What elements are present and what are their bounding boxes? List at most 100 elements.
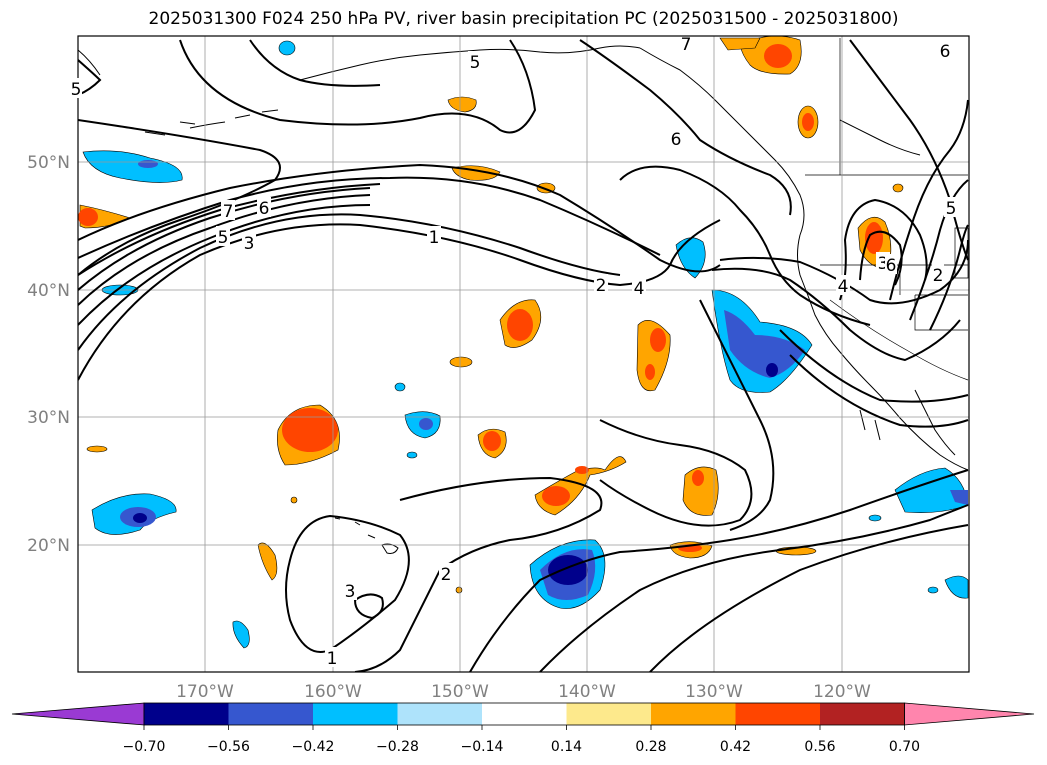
contour-label: 4 (634, 279, 645, 299)
precip-pos-blob (86, 445, 108, 453)
precip-neg-blob (894, 467, 969, 513)
precip-pos-core (575, 466, 589, 474)
longitude-labels: 170°W 160°W 150°W 140°W 130°W 120°W (176, 682, 871, 702)
precip-neg-blob (394, 382, 406, 392)
contour-label: 1 (429, 228, 440, 248)
colorbar-tick-label: −0.28 (376, 739, 419, 755)
contour-label: 1 (327, 649, 338, 669)
contour-label: 4 (838, 277, 849, 297)
colorbar-tick-label: 0.14 (551, 739, 582, 755)
precip-neg-core (133, 513, 147, 523)
precip-pos-core (650, 328, 666, 352)
contour-label: 6 (940, 42, 951, 62)
colorbar-tick-label: −0.42 (292, 739, 335, 755)
colorbar-segment (820, 703, 905, 725)
colorbar-segment (566, 703, 651, 725)
contour-label: 2 (441, 565, 452, 585)
precip-pos-blob (455, 586, 463, 594)
precip-pos-core (764, 44, 792, 68)
contour-label: 5 (470, 53, 481, 73)
gridlines (78, 36, 969, 672)
contour-label: 5 (946, 199, 957, 219)
lon-label: 160°W (304, 682, 362, 702)
lat-label: 50°N (27, 153, 70, 173)
colorbar-segment (651, 703, 736, 725)
precip-pos-blob (257, 542, 278, 581)
precip-neg-blob (278, 40, 296, 56)
colorbar-tick-label: 0.56 (804, 739, 835, 755)
colorbar-segment (144, 703, 229, 725)
contour-label: 6 (671, 130, 682, 150)
precip-pos-core (645, 364, 655, 380)
contour-label: 7 (681, 35, 692, 55)
colorbar-tick-label: 0.70 (889, 739, 920, 755)
precip-neg-blob (232, 620, 250, 649)
contour-label: 3 (878, 254, 889, 274)
precip-neg-core (950, 490, 968, 505)
precip-neg-core (419, 418, 433, 430)
colorbar-segment (228, 703, 313, 725)
lon-label: 130°W (685, 682, 743, 702)
map-area (78, 36, 969, 672)
colorbar-extend-max (904, 702, 1035, 726)
precip-pos-blob (719, 37, 761, 51)
colorbar: −0.70 −0.56 −0.42 −0.28 −0.14 0.14 0.28 … (11, 702, 1035, 755)
precip-neg-blob (868, 514, 882, 522)
precip-neg-blob (406, 451, 418, 459)
contour-label: 6 (886, 256, 897, 276)
precip-pos-core (78, 208, 98, 226)
lon-label: 170°W (176, 682, 234, 702)
precip-pos-core (692, 470, 704, 486)
lat-label: 20°N (27, 536, 70, 556)
lat-label: 40°N (27, 281, 70, 301)
lon-label: 120°W (813, 682, 871, 702)
precip-pos-blob (290, 496, 298, 504)
precip-neg-blob (675, 237, 706, 279)
pv-contours (78, 39, 969, 672)
colorbar-extend-min (11, 702, 145, 726)
precip-pos-blob (892, 183, 904, 193)
precip-pos-core (802, 113, 814, 131)
precip-neg-core (724, 310, 805, 378)
precip-neg-blob (927, 586, 939, 594)
contour-label: 5 (71, 80, 82, 100)
figure-title: 2025031300 F024 250 hPa PV, river basin … (148, 9, 899, 29)
precip-pos-core (507, 309, 533, 341)
precip-neg-core (548, 555, 588, 585)
colorbar-tick-label: −0.70 (123, 739, 166, 755)
colorbar-segment (313, 703, 398, 725)
precip-shading (78, 36, 969, 649)
colorbar-tick-label: −0.56 (207, 739, 250, 755)
contour-label: 2 (933, 266, 944, 286)
precip-pos-core (865, 222, 883, 254)
latitude-labels: 50°N 40°N 30°N 20°N (27, 153, 70, 556)
precip-pos-core (542, 486, 570, 506)
precip-neg-blob (944, 575, 969, 599)
colorbar-tick-label: −0.14 (461, 739, 504, 755)
colorbar-segment (397, 703, 482, 725)
pv-contour-labels: 1 2 3 4 5 6 7 5 3 1 2 5 6 7 4 3 5 6 6 (70, 35, 958, 669)
contour-label: 7 (223, 202, 234, 222)
precip-pos-core (282, 408, 338, 452)
precip-neg-core (138, 160, 158, 168)
precip-pos-blob (447, 96, 477, 113)
contour-label: 3 (244, 234, 255, 254)
contour-label: 5 (218, 228, 229, 248)
lon-label: 150°W (431, 682, 489, 702)
lon-label: 140°W (558, 682, 616, 702)
contour-label: 3 (345, 582, 356, 602)
precip-pos-blob (449, 356, 473, 368)
map-frame (77, 35, 970, 673)
contour-label: 2 (596, 276, 607, 296)
colorbar-segment (735, 703, 820, 725)
colorbar-tick-label: 0.28 (635, 739, 666, 755)
lat-label: 30°N (27, 408, 70, 428)
precip-neg-blob (82, 150, 183, 183)
colorbar-segment (482, 703, 567, 725)
precip-pos-blob (682, 466, 719, 516)
coastlines (78, 45, 969, 554)
contour-label: 6 (259, 199, 270, 219)
precip-neg-core (766, 363, 778, 377)
precip-pos-core (483, 431, 501, 451)
